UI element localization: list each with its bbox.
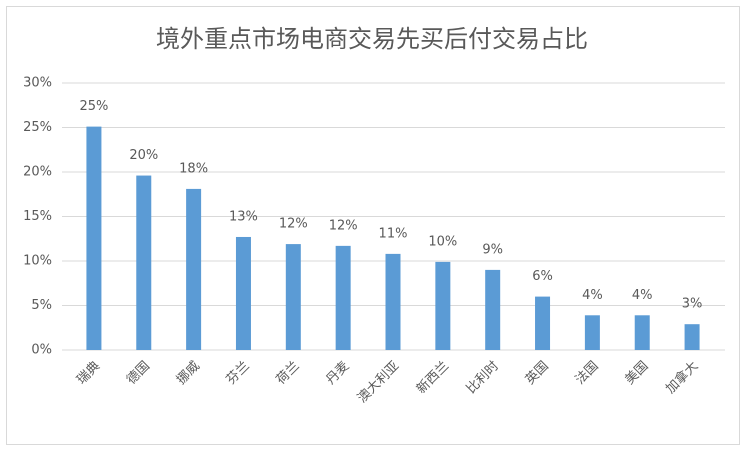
chart-title: 境外重点市场电商交易先买后付交易占比 xyxy=(156,25,588,53)
bar xyxy=(186,188,202,350)
bar xyxy=(86,126,102,350)
y-tick-label: 0% xyxy=(31,343,52,358)
y-tick-label: 15% xyxy=(23,209,52,224)
data-label: 9% xyxy=(482,242,503,257)
data-label: 18% xyxy=(179,161,208,176)
data-label: 13% xyxy=(229,209,258,224)
data-label: 10% xyxy=(428,234,457,249)
data-label: 4% xyxy=(582,288,603,303)
y-tick-label: 30% xyxy=(23,76,52,91)
data-label: 20% xyxy=(129,148,158,163)
data-label: 12% xyxy=(329,218,358,233)
bar xyxy=(535,296,551,350)
bar xyxy=(235,236,251,350)
y-tick-label: 10% xyxy=(23,254,52,269)
bar xyxy=(634,315,650,350)
y-tick-label: 20% xyxy=(23,165,52,180)
data-label: 3% xyxy=(682,297,703,312)
data-label: 25% xyxy=(79,99,108,114)
data-label: 12% xyxy=(279,217,308,232)
data-label: 4% xyxy=(632,288,653,303)
y-tick-label: 25% xyxy=(23,120,52,135)
bar xyxy=(335,245,351,350)
bar xyxy=(285,244,301,350)
bar xyxy=(435,261,451,350)
bar xyxy=(485,269,501,350)
bar xyxy=(684,324,700,350)
bar xyxy=(584,315,600,350)
bar xyxy=(385,253,401,350)
chart-frame xyxy=(6,6,740,445)
data-label: 11% xyxy=(379,226,408,241)
bar xyxy=(136,175,152,350)
y-tick-label: 5% xyxy=(31,298,52,313)
data-label: 6% xyxy=(532,269,553,284)
